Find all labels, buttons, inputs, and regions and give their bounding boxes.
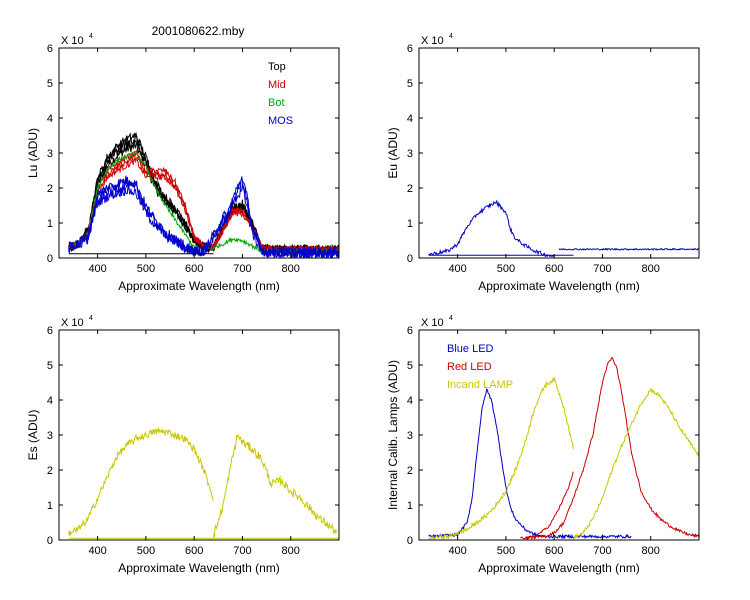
y-multiplier-exponent: 4	[89, 33, 93, 40]
y-multiplier-exponent: 4	[449, 33, 453, 40]
y-multiplier-label: X 10	[61, 35, 84, 47]
y-tick-label: 4	[407, 395, 413, 407]
legend-item: Incand LAMP	[447, 379, 513, 391]
y-multiplier-label: X 10	[421, 317, 444, 329]
x-tick-label: 500	[137, 545, 155, 557]
y-multiplier-exponent: 4	[449, 315, 453, 322]
y-tick-label: 4	[407, 113, 413, 125]
series-line-eu	[428, 199, 555, 257]
y-tick-label: 3	[47, 148, 53, 160]
y-tick-label: 5	[407, 360, 413, 372]
y-tick-label: 1	[47, 218, 53, 230]
x-tick-label: 600	[185, 263, 203, 275]
x-tick-label: 800	[642, 545, 660, 557]
y-tick-label: 3	[47, 430, 53, 442]
legend-item: Bot	[268, 97, 285, 109]
y-tick-label: 0	[47, 535, 53, 547]
y-tick-label: 1	[407, 218, 413, 230]
x-axis-label: Approximate Wavelength (nm)	[118, 561, 280, 575]
y-tick-label: 3	[407, 148, 413, 160]
x-tick-label: 400	[448, 545, 466, 557]
plot-frame	[418, 47, 700, 259]
plot-area	[68, 426, 339, 539]
y-tick-label: 5	[47, 78, 53, 90]
figure-title: 2001080622.mby	[152, 24, 245, 38]
y-tick-label: 5	[407, 78, 413, 90]
y-tick-label: 4	[47, 395, 53, 407]
x-tick-label: 400	[448, 263, 466, 275]
x-tick-label: 400	[88, 263, 106, 275]
series-line-es-blue	[68, 426, 214, 536]
x-tick-label: 800	[282, 263, 300, 275]
chart-internal-calib: 400 500 600 700 800 0 1 2 3 4 5 6 X 10 4 Approximate W…	[386, 315, 700, 575]
y-tick-label: 6	[47, 325, 53, 337]
x-tick-label: 800	[282, 545, 300, 557]
series-line-mid	[68, 149, 339, 254]
y-tick-label: 3	[407, 430, 413, 442]
series-line-top	[68, 131, 339, 255]
series-line-incand-lamp-red-	[573, 386, 699, 540]
x-tick-label: 700	[593, 263, 611, 275]
x-axis-label: Approximate Wavelength (nm)	[118, 279, 280, 293]
legend-item: Top	[268, 61, 286, 73]
y-tick-label: 2	[407, 465, 413, 477]
y-axis-label: Lu (ADU)	[26, 128, 40, 178]
y-tick-label: 4	[47, 113, 53, 125]
series-line-es-red	[213, 433, 338, 538]
y-tick-label: 1	[407, 500, 413, 512]
x-tick-label: 700	[233, 545, 251, 557]
series-line-blue-led	[428, 388, 632, 540]
x-axis-label: Approximate Wavelength (nm)	[478, 561, 640, 575]
chart-lu: 400 500 600 700 800 0 1 2 3 4 5 6 X 10 4 Approximate W…	[26, 33, 340, 293]
y-axis-label: Eu (ADU)	[386, 127, 400, 178]
legend-item: Mid	[268, 79, 286, 91]
y-tick-label: 2	[47, 465, 53, 477]
y-multiplier-label: X 10	[61, 317, 84, 329]
series-line-incand-lamp	[428, 376, 574, 540]
series-line-mos	[68, 175, 339, 258]
series-line-eu-tail	[558, 247, 699, 251]
x-tick-label: 800	[642, 263, 660, 275]
plot-area	[68, 131, 339, 258]
legend-item: MOS	[268, 115, 293, 127]
series-line-red-ramp	[520, 471, 574, 540]
x-tick-label: 700	[593, 545, 611, 557]
x-tick-label: 700	[233, 263, 251, 275]
x-tick-label: 600	[545, 545, 563, 557]
y-tick-label: 6	[47, 43, 53, 55]
chart-eu: 400 500 600 700 800 0 1 2 3 4 5 6 X 10 4 Approximate W…	[386, 33, 700, 293]
x-tick-label: 500	[137, 263, 155, 275]
y-tick-label: 0	[47, 253, 53, 265]
x-tick-label: 500	[497, 545, 515, 557]
plot-area	[428, 356, 699, 540]
x-tick-label: 400	[88, 545, 106, 557]
x-tick-label: 500	[497, 263, 515, 275]
series-line-mid	[68, 157, 339, 254]
x-axis-label: Approximate Wavelength (nm)	[478, 279, 640, 293]
legend-item: Red LED	[447, 361, 492, 373]
y-multiplier-label: X 10	[421, 35, 444, 47]
y-tick-label: 5	[47, 360, 53, 372]
plot-area	[428, 199, 699, 257]
y-tick-label: 2	[407, 183, 413, 195]
plot-frame	[58, 329, 340, 541]
y-multiplier-exponent: 4	[89, 315, 93, 322]
y-tick-label: 1	[47, 500, 53, 512]
y-tick-label: 2	[47, 183, 53, 195]
plot-frame	[58, 47, 340, 259]
y-axis-label: Es (ADU)	[26, 410, 40, 461]
y-axis-label: Internal Calib. Lamps (ADU)	[386, 360, 400, 510]
series-line-red-led	[525, 356, 699, 540]
y-tick-label: 0	[407, 535, 413, 547]
y-tick-label: 0	[407, 253, 413, 265]
x-tick-label: 600	[185, 545, 203, 557]
chart-es: 400 500 600 700 800 0 1 2 3 4 5 6 X 10 4 Approximate W…	[26, 315, 340, 575]
legend-item: Blue LED	[447, 343, 494, 355]
y-tick-label: 6	[407, 43, 413, 55]
y-tick-label: 6	[407, 325, 413, 337]
x-tick-label: 600	[545, 263, 563, 275]
